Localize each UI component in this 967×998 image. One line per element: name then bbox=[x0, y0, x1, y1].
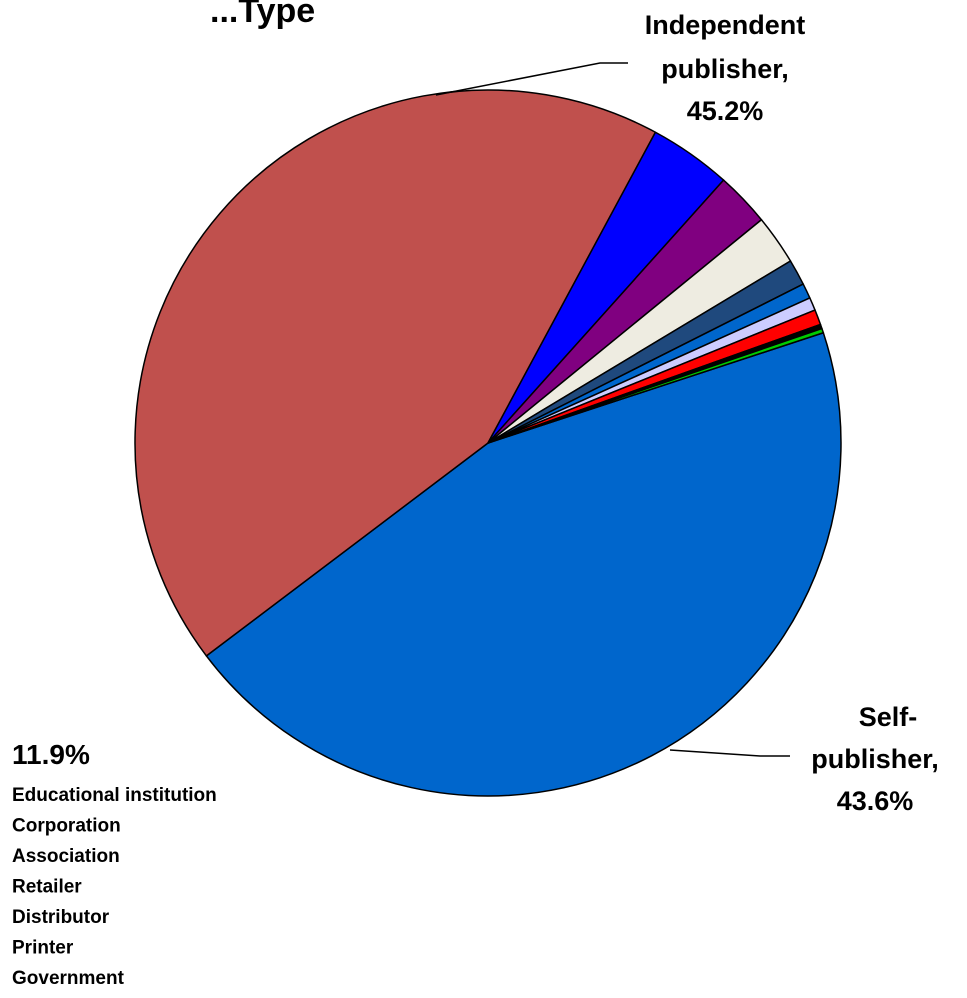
chart-title: ...Type bbox=[210, 0, 315, 30]
callout-independent-line3: 45.2% bbox=[687, 96, 764, 126]
callout-self-line1: Self- bbox=[859, 702, 918, 732]
callout-other-item: Government bbox=[12, 968, 125, 989]
callout-other-list: Educational institution Corporation Associ… bbox=[12, 785, 217, 989]
callout-independent-line1: Independent bbox=[645, 10, 806, 40]
callout-other-value: 11.9% bbox=[12, 739, 90, 770]
leader-line-independent bbox=[435, 62, 628, 96]
callout-other-item: Educational institution bbox=[12, 785, 217, 806]
callout-other-item: Distributor bbox=[12, 907, 110, 928]
callout-other-item: Retailer bbox=[12, 877, 82, 898]
callout-self-line3: 43.6% bbox=[837, 786, 914, 816]
callout-other-item: Corporation bbox=[12, 816, 121, 837]
pie-slice-other-10 bbox=[487, 327, 825, 444]
pie-slice-self-publisher bbox=[134, 89, 657, 657]
callout-independent-line2: publisher, bbox=[661, 54, 789, 84]
callout-other-item: Association bbox=[12, 846, 120, 867]
leader-line-self bbox=[669, 749, 790, 757]
pie-slices bbox=[134, 89, 842, 797]
callout-self-line2: publisher, bbox=[811, 744, 939, 774]
pie-slice-independent-publisher bbox=[205, 332, 842, 797]
callout-other-item: Printer bbox=[12, 938, 74, 959]
